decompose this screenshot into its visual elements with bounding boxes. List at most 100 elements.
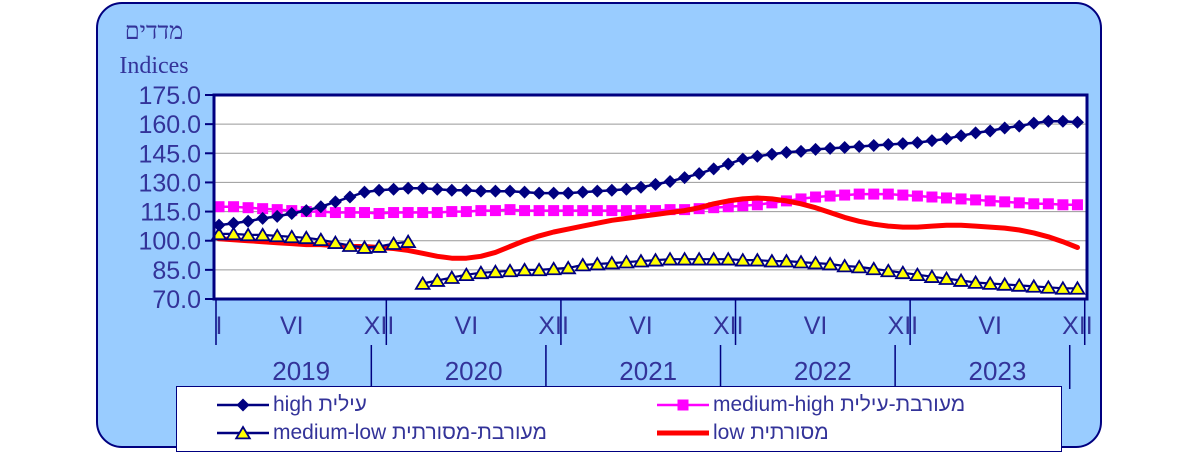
x-axis-year-label: 2021 (619, 356, 677, 386)
medium-high-data-point (548, 205, 560, 217)
medium-low-data-point (1054, 280, 1072, 295)
high-data-point (940, 132, 953, 146)
medium-low-data-point (1025, 278, 1043, 293)
medium-high-data-point (650, 205, 661, 217)
legend-label-low: low מסורתית (713, 421, 829, 444)
medium-low-data-point (516, 262, 533, 277)
y-axis-tick-label: 85.0 (152, 257, 201, 285)
x-axis-year-label: 2022 (794, 356, 852, 386)
medium-low-data-point (821, 256, 839, 271)
medium-low-data-point (297, 230, 315, 245)
medium-low-data-point (312, 231, 330, 247)
medium-low-data-point (574, 257, 592, 272)
medium-high-data-point (1057, 199, 1069, 211)
medium-high-data-point (911, 190, 923, 202)
high-data-point (649, 177, 662, 191)
medium-low-data-point (239, 227, 257, 242)
high-data-point (372, 183, 386, 197)
y-axis-tick-label: 115.0 (140, 199, 201, 227)
high-data-point (1070, 115, 1084, 129)
x-axis-month-label: VI (804, 312, 828, 340)
medium-low-data-point (763, 253, 781, 268)
legend-item-medium-high: medium-high מעורבת-עילית (655, 393, 1061, 417)
medium-high-data-point (708, 202, 720, 214)
medium-low-data-point (1010, 277, 1028, 292)
legend: high עילית medium-high מעורבת-עילית medi… (176, 386, 1062, 452)
high-data-point (488, 184, 502, 198)
high-data-point (692, 167, 706, 181)
medium-high-data-point (999, 196, 1011, 208)
medium-low-data-point (632, 253, 650, 268)
medium-high-data-point (955, 193, 967, 205)
medium-low-data-point (472, 265, 490, 280)
medium-high-data-point (766, 197, 778, 209)
x-axis-month-label: XII (538, 312, 569, 340)
medium-high-data-point (737, 200, 749, 212)
high-data-point (576, 185, 590, 199)
x-axis-month-label: VI (978, 312, 1002, 340)
medium-low-data-point (952, 272, 970, 287)
medium-low-data-point (588, 256, 606, 271)
medium-high-data-point (1013, 197, 1025, 209)
x-axis-month-label: VI (455, 312, 479, 340)
x-axis-month-label: XII (364, 312, 395, 340)
medium-low-data-point (443, 269, 461, 284)
high-data-point (838, 140, 852, 154)
high-legend-glyph (236, 398, 250, 412)
high-data-point (270, 209, 284, 223)
medium-high-data-point (839, 189, 851, 201)
high-data-point (416, 181, 430, 195)
medium-high-data-point (213, 201, 225, 213)
high-data-point (779, 145, 793, 159)
legend-label-medium-high: medium-high מעורבת-עילית (713, 393, 966, 416)
x-axis-month-label: VI (629, 312, 653, 340)
legend-item-medium-low: medium-low מעורבת-מסורתית (215, 421, 655, 445)
chart-title-english: Indices (119, 52, 189, 79)
high-data-point (605, 183, 619, 197)
medium-low-data-point (356, 239, 373, 254)
medium-low-data-point (996, 276, 1014, 291)
medium-high-data-point (926, 191, 938, 203)
medium-high-data-point (635, 205, 647, 217)
medium-low-data-point (559, 260, 577, 275)
medium_low-legend-glyph (234, 425, 252, 440)
medium-low-data-point (457, 266, 475, 282)
high-data-point (823, 141, 837, 155)
medium-high-data-point (431, 207, 443, 219)
high-data-point (314, 200, 328, 214)
x-axis-year-label: 2023 (969, 356, 1027, 386)
high-data-point (1056, 114, 1070, 128)
y-axis-tick-label: 100.0 (138, 228, 201, 256)
medium-low-data-point (748, 252, 766, 267)
medium-low-data-point (385, 235, 402, 250)
high-data-point (532, 186, 546, 200)
high-data-point (954, 129, 968, 143)
medium-low-data-point (327, 234, 344, 249)
medium-low-data-point (894, 265, 912, 280)
high-data-point (678, 171, 692, 185)
medium-high-data-point (359, 207, 370, 219)
high-data-point (212, 218, 226, 232)
medium-low-data-point (981, 275, 999, 290)
high-data-point (561, 186, 575, 200)
y-axis-tick-label: 130.0 (138, 169, 201, 197)
x-axis-month-label: XII (713, 312, 744, 340)
medium-high-data-point (417, 207, 429, 219)
legend-label-medium-low: medium-low מעורבת-מסורתית (273, 421, 547, 444)
y-axis-tick-label: 70.0 (152, 286, 201, 314)
medium-low-data-point (909, 266, 926, 282)
high-data-point (809, 142, 823, 156)
medium-low-data-point (807, 255, 824, 270)
medium-high-series-marker-icon (657, 399, 709, 411)
medium-low-data-point (836, 258, 854, 273)
series-medium_low-line (421, 258, 1079, 290)
y-axis-tick-label: 175.0 (138, 82, 201, 110)
medium-low-data-point (865, 261, 883, 276)
medium-low-data-point (1039, 279, 1057, 294)
high-data-point (881, 138, 895, 152)
high-data-point (227, 216, 241, 230)
medium-high-data-point (344, 207, 356, 219)
medium-low-data-point (938, 270, 955, 285)
high-data-point (998, 121, 1012, 135)
